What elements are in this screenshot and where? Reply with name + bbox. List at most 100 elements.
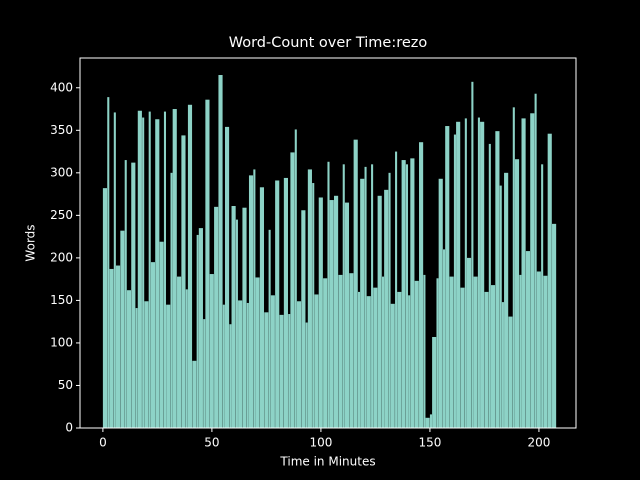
bar: [525, 251, 530, 428]
bar: [270, 295, 275, 428]
bar: [224, 126, 230, 429]
bar: [275, 180, 280, 428]
x-tick-label: 100: [309, 436, 332, 450]
y-tick-label: 200: [50, 250, 73, 264]
bar: [144, 301, 149, 428]
bar: [181, 135, 186, 429]
bar: [279, 314, 284, 428]
bar: [353, 139, 358, 429]
bar: [495, 131, 500, 429]
bar: [107, 97, 110, 428]
bar: [480, 121, 485, 429]
bar: [501, 302, 504, 428]
bar: [519, 274, 522, 428]
x-axis-label: Time in Minutes: [279, 455, 375, 469]
bar: [196, 234, 199, 428]
bar: [456, 121, 461, 429]
y-axis-label: Words: [24, 224, 38, 261]
bar: [397, 291, 402, 428]
bar: [342, 164, 345, 428]
bar: [388, 172, 391, 428]
bar: [473, 276, 478, 428]
bar: [453, 134, 456, 428]
bar: [248, 175, 254, 428]
bar: [126, 290, 132, 428]
bar: [401, 160, 406, 428]
bar: [294, 129, 297, 428]
bar: [198, 228, 203, 428]
y-tick-label: 150: [50, 293, 73, 307]
bar: [235, 219, 238, 428]
bar: [305, 322, 308, 428]
bar: [364, 166, 367, 428]
bar: [102, 188, 108, 428]
y-tick-label: 300: [50, 165, 73, 179]
y-tick-label: 350: [50, 123, 73, 137]
bar: [288, 314, 291, 428]
bar: [466, 257, 472, 428]
bar: [333, 195, 339, 428]
bar: [414, 280, 419, 428]
bar: [166, 304, 171, 428]
bar: [124, 160, 127, 428]
x-tick-label: 0: [99, 436, 107, 450]
bar: [177, 276, 182, 428]
bar: [150, 262, 155, 428]
bar: [512, 107, 515, 428]
y-tick-label: 0: [65, 421, 73, 435]
bar: [484, 291, 489, 428]
bar: [445, 126, 450, 429]
bar: [477, 117, 480, 429]
bar: [185, 289, 188, 428]
bar: [432, 336, 437, 428]
bar: [135, 308, 138, 428]
axes-frame: [79, 57, 577, 429]
bar: [163, 111, 167, 428]
bar: [131, 162, 136, 428]
x-tick-label: 150: [418, 436, 441, 450]
bar: [438, 178, 443, 428]
bar: [246, 302, 249, 428]
bar: [192, 360, 197, 428]
bar: [283, 177, 288, 428]
bar: [530, 113, 535, 428]
bar: [534, 93, 537, 429]
bar: [443, 249, 446, 428]
bar: [488, 143, 491, 428]
bar: [410, 158, 415, 429]
bar: [205, 99, 210, 428]
bar: [314, 294, 319, 428]
bar: [329, 200, 334, 428]
bar: [264, 312, 269, 428]
bar: [471, 81, 474, 428]
bar: [381, 276, 385, 428]
bar: [405, 164, 409, 428]
bar: [218, 75, 223, 428]
bar: [408, 295, 411, 428]
bar: [323, 278, 328, 428]
bar: [238, 300, 243, 428]
bar: [390, 303, 395, 428]
bar: [490, 285, 496, 428]
bar: [552, 223, 557, 428]
y-tick-label: 400: [50, 80, 73, 94]
chart-title: Word-Count over Time:rezo: [229, 35, 428, 51]
bar: [360, 178, 365, 428]
bar: [514, 159, 520, 428]
bar: [504, 172, 509, 428]
bar: [536, 271, 541, 428]
bar: [148, 111, 151, 428]
bar: [508, 316, 513, 428]
bar: [290, 152, 295, 428]
y-tick-label: 50: [58, 378, 73, 392]
bar: [312, 183, 315, 428]
bar: [159, 241, 164, 428]
bar: [499, 185, 502, 428]
y-tick-label: 100: [50, 335, 73, 349]
bar: [109, 268, 114, 428]
bar: [338, 274, 343, 428]
bars: [102, 75, 557, 429]
bar: [344, 202, 350, 428]
bar: [172, 109, 177, 428]
